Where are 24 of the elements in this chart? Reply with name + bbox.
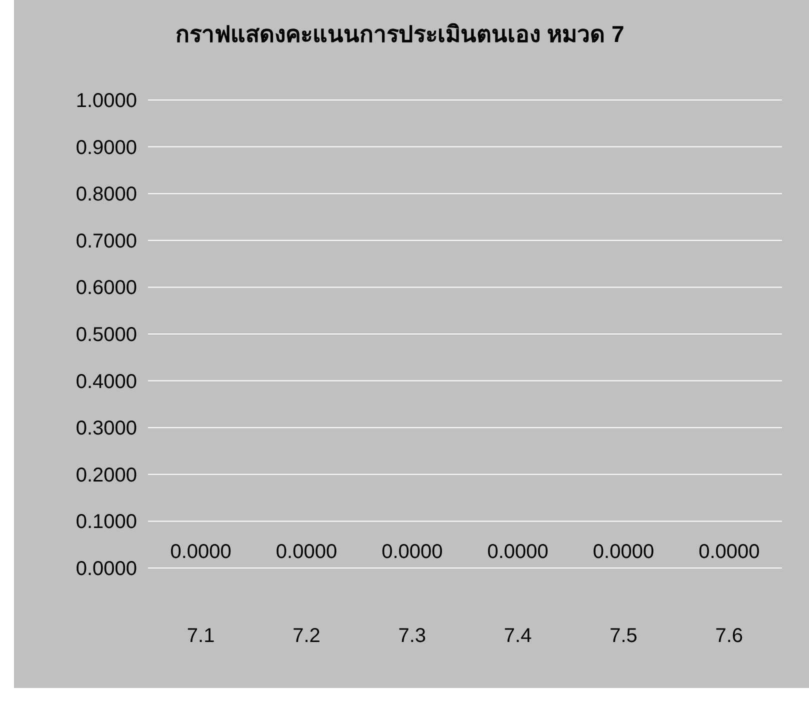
y-tick-label: 1.0000	[76, 90, 137, 112]
y-tick-label: 0.5000	[76, 324, 137, 346]
data-label: 0.0000	[487, 541, 548, 563]
data-label: 0.0000	[382, 541, 443, 563]
y-tick-label: 0.0000	[76, 558, 137, 580]
chart-title: กราฟแสดงคะแนนการประเมินตนเอง หมวด 7	[176, 21, 624, 47]
x-tick-label: 7.2	[292, 625, 320, 647]
y-tick-label: 0.6000	[76, 277, 137, 300]
y-tick-label: 0.7000	[76, 230, 137, 252]
data-label: 0.0000	[698, 541, 760, 563]
y-tick-label: 0.4000	[76, 370, 137, 393]
x-tick-label: 7.1	[186, 625, 215, 647]
x-tick-label: 7.3	[398, 625, 426, 647]
x-tick-label: 7.5	[610, 625, 638, 647]
x-tick-label: 7.6	[715, 625, 744, 647]
y-tick-label: 0.3000	[76, 418, 137, 440]
data-label: 0.0000	[170, 541, 232, 563]
y-tick-label: 0.8000	[76, 184, 137, 206]
y-tick-label: 0.9000	[76, 136, 137, 159]
data-label: 0.0000	[276, 541, 338, 563]
data-label: 0.0000	[592, 541, 654, 563]
y-tick-label: 0.1000	[76, 511, 137, 534]
x-tick-label: 7.4	[504, 625, 532, 647]
y-tick-label: 0.2000	[76, 464, 137, 486]
